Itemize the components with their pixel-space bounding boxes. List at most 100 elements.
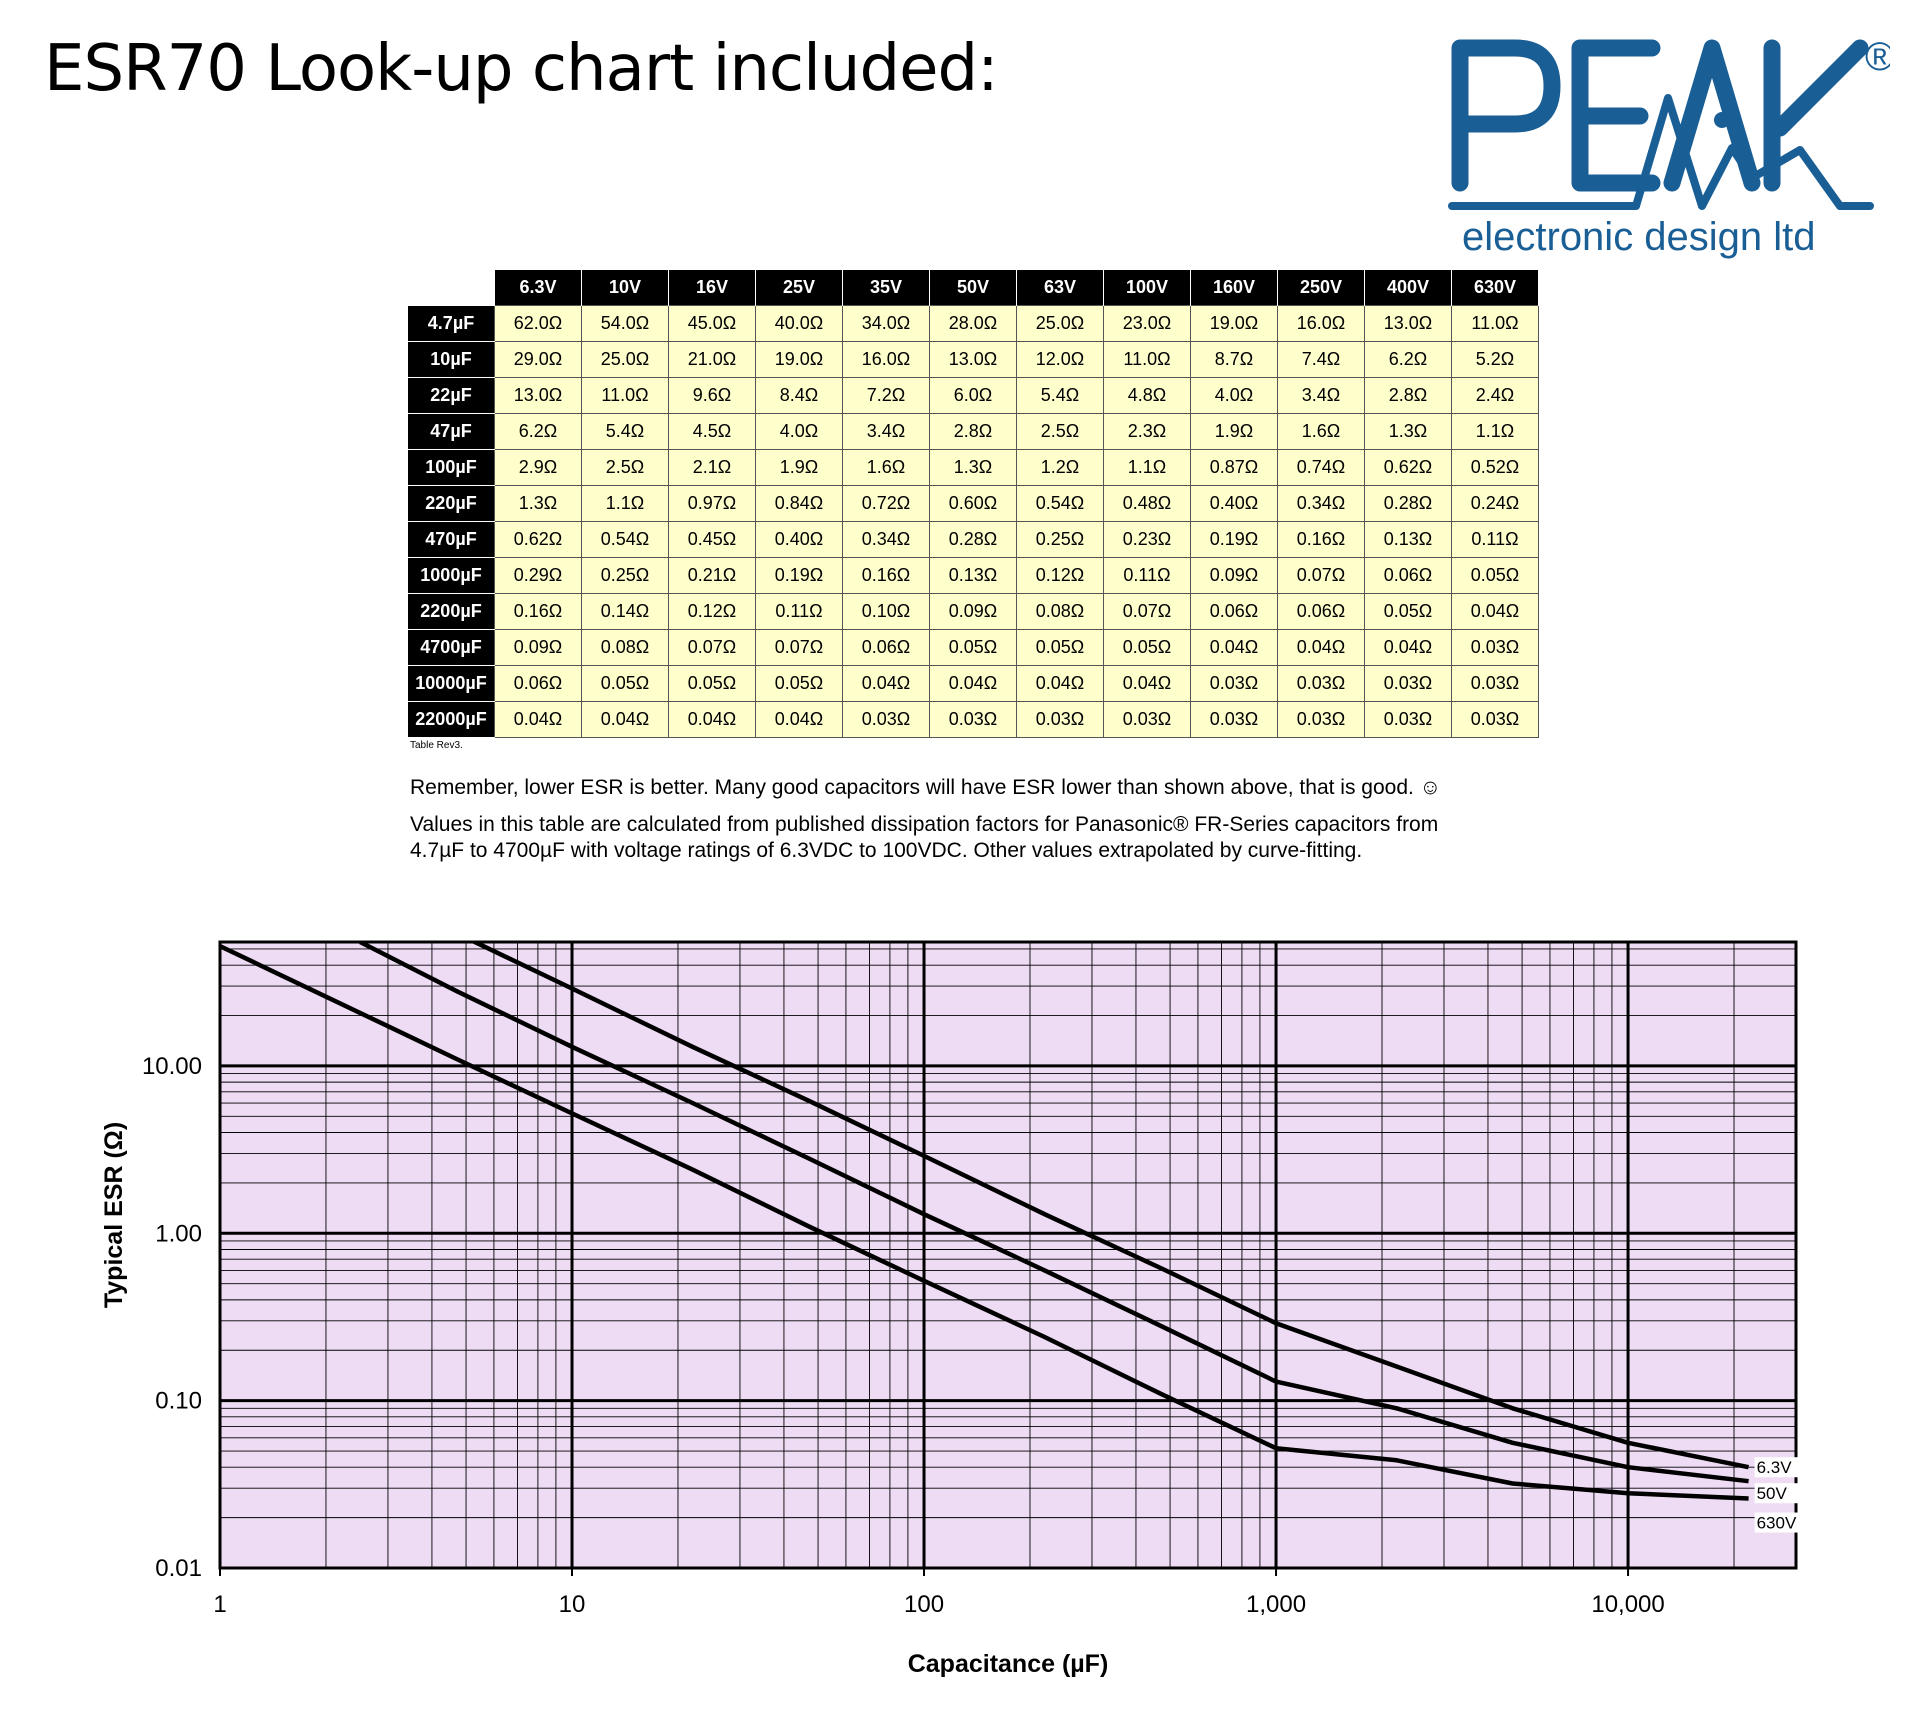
capacitance-label: 1000µF bbox=[408, 557, 495, 594]
esr-cell: 0.34Ω bbox=[1277, 485, 1365, 522]
table-row: 10000µF 0.06Ω 0.05Ω 0.05Ω 0.05Ω 0.04Ω 0.04Ω 0.0… bbox=[408, 665, 1539, 702]
voltage-header-row: 6.3V 10V 16V 25V 35V 50V 63V 100V 160V 250V 400V 63… bbox=[408, 270, 1539, 306]
registered-mark: ® bbox=[1865, 35, 1890, 79]
capacitance-label: 10µF bbox=[408, 341, 495, 378]
table-row: 1000µF 0.29Ω 0.25Ω 0.21Ω 0.19Ω 0.16Ω 0.13Ω 0.12… bbox=[408, 557, 1539, 594]
esr-cell: 0.03Ω bbox=[1364, 701, 1452, 738]
esr-cell: 1.9Ω bbox=[1190, 413, 1278, 450]
esr-cell: 0.07Ω bbox=[1277, 557, 1365, 594]
esr-cell: 0.03Ω bbox=[929, 701, 1017, 738]
capacitance-label: 22µF bbox=[408, 377, 495, 414]
voltage-header-63v: 63V bbox=[1016, 270, 1104, 306]
esr-cell: 0.24Ω bbox=[1451, 485, 1539, 522]
esr-cell: 0.25Ω bbox=[581, 557, 669, 594]
x-tick-label: 1,000 bbox=[1246, 1591, 1306, 1618]
capacitance-label: 10000µF bbox=[408, 665, 495, 702]
y-tick-label: 0.01 bbox=[155, 1555, 202, 1582]
esr-cell: 1.6Ω bbox=[842, 449, 930, 486]
esr-cell: 0.03Ω bbox=[1277, 665, 1365, 702]
esr-cell: 0.52Ω bbox=[1451, 449, 1539, 486]
esr-cell: 0.04Ω bbox=[581, 701, 669, 738]
table-corner bbox=[408, 270, 495, 306]
x-tick-label: 10 bbox=[559, 1591, 586, 1618]
esr-cell: 2.8Ω bbox=[1364, 377, 1452, 414]
esr-cell: 3.4Ω bbox=[1277, 377, 1365, 414]
esr-cell: 0.09Ω bbox=[1190, 557, 1278, 594]
plot-frame bbox=[218, 940, 1798, 1570]
esr-cell: 0.10Ω bbox=[842, 593, 930, 630]
esr-cell: 2.8Ω bbox=[929, 413, 1017, 450]
esr-cell: 1.2Ω bbox=[1016, 449, 1104, 486]
esr-cell: 19.0Ω bbox=[1190, 305, 1278, 342]
series-label-bg bbox=[1754, 1483, 1799, 1504]
esr-cell: 1.9Ω bbox=[755, 449, 843, 486]
esr-cell: 25.0Ω bbox=[1016, 305, 1104, 342]
esr-cell: 0.54Ω bbox=[1016, 485, 1104, 522]
esr-cell: 16.0Ω bbox=[1277, 305, 1365, 342]
esr-cell: 0.25Ω bbox=[1016, 521, 1104, 558]
esr-cell: 0.07Ω bbox=[668, 629, 756, 666]
esr-cell: 0.12Ω bbox=[668, 593, 756, 630]
esr-cell: 0.04Ω bbox=[842, 665, 930, 702]
esr-cell: 0.45Ω bbox=[668, 521, 756, 558]
esr-cell: 1.1Ω bbox=[1103, 449, 1191, 486]
esr-cell: 1.3Ω bbox=[929, 449, 1017, 486]
voltage-header-160v: 160V bbox=[1190, 270, 1278, 306]
esr-cell: 9.6Ω bbox=[668, 377, 756, 414]
esr-cell: 2.9Ω bbox=[494, 449, 582, 486]
table-row: 22000µF 0.04Ω 0.04Ω 0.04Ω 0.04Ω 0.03Ω 0.03Ω 0.0… bbox=[408, 701, 1539, 738]
esr-cell: 13.0Ω bbox=[494, 377, 582, 414]
esr-cell: 0.04Ω bbox=[1190, 629, 1278, 666]
esr-cell: 12.0Ω bbox=[1016, 341, 1104, 378]
esr-cell: 0.16Ω bbox=[842, 557, 930, 594]
esr-cell: 0.48Ω bbox=[1103, 485, 1191, 522]
esr-cell: 0.72Ω bbox=[842, 485, 930, 522]
esr-cell: 1.1Ω bbox=[581, 485, 669, 522]
esr-cell: 19.0Ω bbox=[755, 341, 843, 378]
esr-cell: 0.06Ω bbox=[1364, 557, 1452, 594]
esr-cell: 45.0Ω bbox=[668, 305, 756, 342]
logo-dot bbox=[1714, 112, 1730, 128]
esr-cell: 0.87Ω bbox=[1190, 449, 1278, 486]
esr-cell: 0.14Ω bbox=[581, 593, 669, 630]
esr-cell: 4.0Ω bbox=[1190, 377, 1278, 414]
voltage-header-35v: 35V bbox=[842, 270, 930, 306]
esr-cell: 0.97Ω bbox=[668, 485, 756, 522]
esr-cell: 0.13Ω bbox=[929, 557, 1017, 594]
x-axis-label: Capacitance (µF) bbox=[908, 1650, 1109, 1678]
x-tick-label: 10,000 bbox=[1591, 1591, 1664, 1618]
esr-cell: 4.0Ω bbox=[755, 413, 843, 450]
voltage-header-25v: 25V bbox=[755, 270, 843, 306]
esr-cell: 0.03Ω bbox=[1451, 701, 1539, 738]
note-values-line1: Values in this table are calculated from… bbox=[410, 813, 1439, 836]
esr-cell: 0.09Ω bbox=[494, 629, 582, 666]
voltage-header-630v: 630V bbox=[1451, 270, 1539, 306]
esr-cell: 0.07Ω bbox=[1103, 593, 1191, 630]
esr-cell: 6.0Ω bbox=[929, 377, 1017, 414]
esr-cell: 54.0Ω bbox=[581, 305, 669, 342]
esr-cell: 0.05Ω bbox=[1103, 629, 1191, 666]
series-line-50v bbox=[359, 942, 1749, 1484]
esr-cell: 1.1Ω bbox=[1451, 413, 1539, 450]
esr-cell: 0.08Ω bbox=[1016, 593, 1104, 630]
page-title: ESR70 Look-up chart included: bbox=[44, 32, 999, 106]
esr-cell: 0.03Ω bbox=[1451, 629, 1539, 666]
esr-cell: 21.0Ω bbox=[668, 341, 756, 378]
esr-cell: 0.11Ω bbox=[1451, 521, 1539, 558]
esr-cell: 0.28Ω bbox=[1364, 485, 1452, 522]
esr-cell: 0.05Ω bbox=[668, 665, 756, 702]
table-row: 22µF 13.0Ω 11.0Ω 9.6Ω 8.4Ω 7.2Ω 6.0Ω 5.4Ω 4.8Ω 4.… bbox=[408, 377, 1539, 414]
esr-cell: 23.0Ω bbox=[1103, 305, 1191, 342]
esr-cell: 0.19Ω bbox=[755, 557, 843, 594]
esr-cell: 5.4Ω bbox=[581, 413, 669, 450]
esr-cell: 0.03Ω bbox=[1190, 665, 1278, 702]
esr-cell: 0.05Ω bbox=[1364, 593, 1452, 630]
esr-cell: 0.62Ω bbox=[494, 521, 582, 558]
table-row: 10µF 29.0Ω 25.0Ω 21.0Ω 19.0Ω 16.0Ω 13.0Ω 12.0Ω 1… bbox=[408, 341, 1539, 378]
esr-cell: 1.6Ω bbox=[1277, 413, 1365, 450]
esr-cell: 0.84Ω bbox=[755, 485, 843, 522]
esr-cell: 0.04Ω bbox=[668, 701, 756, 738]
esr-cell: 7.2Ω bbox=[842, 377, 930, 414]
table-row: 4700µF 0.09Ω 0.08Ω 0.07Ω 0.07Ω 0.06Ω 0.05Ω 0.05… bbox=[408, 629, 1539, 666]
esr-cell: 11.0Ω bbox=[1103, 341, 1191, 378]
